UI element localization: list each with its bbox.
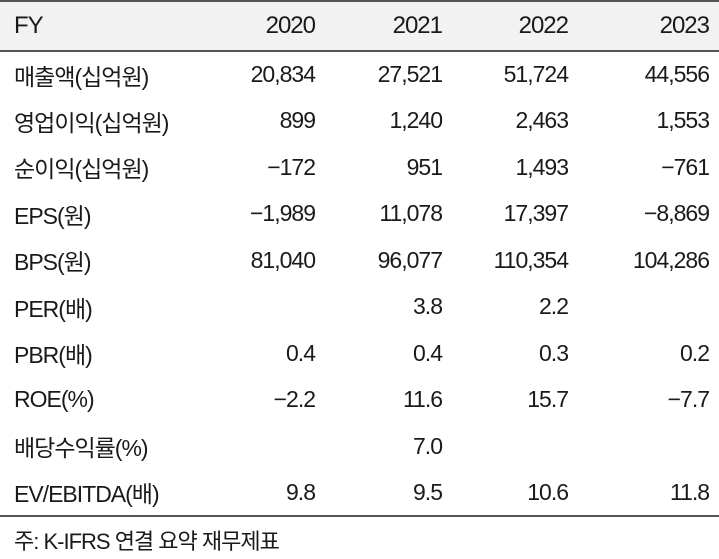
table-cell: 11.6 (402, 386, 443, 413)
row-label: EPS(원) (14, 202, 92, 229)
table-cell: 44,556 (644, 61, 710, 88)
table-row: 매출액(십억원) 20,834 27,521 51,724 44,556 (0, 51, 719, 98)
financial-summary-table: FY 2020 2021 2022 2023 매출액(십억원) 20,834 27,… (0, 0, 719, 517)
table-cell (582, 284, 719, 331)
table-row: 배당수익률(%) 7.0 (0, 423, 719, 470)
header-fy: FY (0, 0, 202, 52)
row-label: 매출액(십억원) (14, 63, 149, 90)
table-cell: 1,240 (389, 107, 443, 134)
table-cell (202, 423, 329, 470)
table-cell: −1,989 (250, 200, 316, 227)
table-cell: 17,397 (503, 200, 569, 227)
table-cell: 899 (279, 107, 316, 134)
table-cell: 11,078 (379, 200, 443, 227)
table-cell: 51,724 (503, 61, 569, 88)
table-cell: 9.8 (202, 469, 329, 517)
table-cell: 27,521 (377, 61, 443, 88)
table-header: FY 2020 2021 2022 2023 (0, 0, 719, 52)
table-cell: 0.4 (413, 339, 443, 366)
table-cell: 3.8 (413, 293, 443, 320)
table-cell (582, 423, 719, 470)
table-cell: 20,834 (250, 61, 316, 88)
table-cell: 104,286 (632, 246, 710, 273)
row-label: EV/EBITDA(배) (0, 469, 202, 517)
table-cell: 0.3 (539, 339, 569, 366)
table-cell: 9.5 (329, 469, 456, 517)
table-row: EV/EBITDA(배) 9.8 9.5 10.6 11.8 (0, 469, 719, 517)
table-row: PER(배) 3.8 2.2 (0, 284, 719, 331)
table-cell: 10.6 (456, 469, 582, 517)
header-year-2023: 2023 (582, 0, 719, 52)
row-label: PBR(배) (14, 342, 93, 369)
table-cell: 96,077 (377, 246, 443, 273)
table-row: 순이익(십억원) −172 951 1,493 −761 (0, 144, 719, 191)
header-row: FY 2020 2021 2022 2023 (0, 0, 719, 52)
table-cell: 110,354 (493, 246, 569, 273)
row-label: 영업이익(십억원) (14, 109, 169, 136)
table-cell: −7.7 (667, 386, 710, 413)
header-year-2020: 2020 (202, 0, 329, 52)
financial-summary-table-wrapper: FY 2020 2021 2022 2023 매출액(십억원) 20,834 27,… (0, 0, 719, 517)
table-cell: 15.7 (527, 386, 569, 413)
row-label: 순이익(십억원) (14, 156, 149, 183)
table-cell: 1,553 (656, 107, 710, 134)
table-cell: −8,869 (644, 200, 710, 227)
footnote: 주: K-IFRS 연결 요약 재무제표 (14, 529, 280, 554)
row-label: 배당수익률(%) (14, 435, 149, 462)
table-row: BPS(원) 81,040 96,077 110,354 104,286 (0, 237, 719, 284)
table-cell: −172 (267, 153, 316, 180)
table-cell: −761 (661, 153, 710, 180)
table-row: 영업이익(십억원) 899 1,240 2,463 1,553 (0, 98, 719, 145)
table-cell (456, 423, 582, 470)
table-row: PBR(배) 0.4 0.4 0.3 0.2 (0, 330, 719, 377)
table-cell: 7.0 (413, 432, 443, 459)
header-year-2022: 2022 (456, 0, 582, 52)
table-cell: 1,493 (515, 153, 569, 180)
table-body: 매출액(십억원) 20,834 27,521 51,724 44,556 영업이익(십억원… (0, 51, 719, 517)
table-cell: 2.2 (539, 293, 569, 320)
row-label: ROE(%) (14, 386, 95, 413)
table-cell: 951 (406, 153, 443, 180)
table-cell: −2.2 (273, 386, 316, 413)
table-cell: 0.4 (286, 339, 316, 366)
row-label: PER(배) (14, 295, 93, 322)
table-cell (202, 284, 329, 331)
header-year-2021: 2021 (329, 0, 456, 52)
table-cell: 0.2 (680, 339, 710, 366)
table-cell: 11.8 (582, 469, 719, 517)
table-row: EPS(원) −1,989 11,078 17,397 −8,869 (0, 191, 719, 238)
table-row: ROE(%) −2.2 11.6 15.7 −7.7 (0, 377, 719, 424)
table-cell: 81,040 (250, 246, 316, 273)
row-label: BPS(원) (14, 249, 92, 276)
table-cell: 2,463 (515, 107, 569, 134)
